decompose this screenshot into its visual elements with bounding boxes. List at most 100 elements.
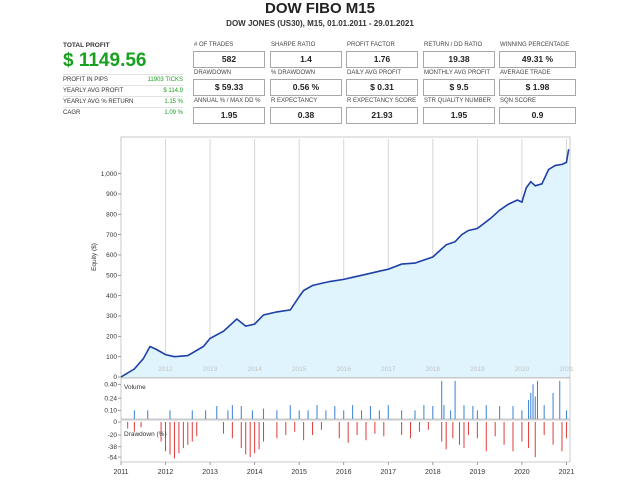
equity-ytick-label: 500 (106, 272, 117, 279)
metric-value: 0.9 (499, 107, 576, 124)
metric-r-expectancy-score: R EXPECTANCY SCORE 21.93 (346, 98, 418, 125)
equity-year-label: 2013 (203, 366, 218, 373)
equity-year-label: 2018 (426, 366, 441, 373)
equity-year-label: 2017 (381, 366, 396, 373)
equity-ytick-label: 300 (106, 313, 117, 320)
metric-value: 1.76 (346, 51, 418, 68)
metric-value: $ 59.33 (193, 79, 265, 96)
metric-label: SQN SCORE (500, 98, 537, 104)
metric-winning-percentage: WINNING PERCENTAGE 49.31 % (499, 42, 576, 69)
equity-ytick-label: 100 (106, 354, 117, 361)
xaxis-year-label: 2020 (514, 469, 530, 476)
metric-annual-max-dd: ANNUAL % / MAX DD % 1.95 (193, 98, 265, 125)
xaxis-year-label: 2011 (113, 469, 128, 476)
metric-value: 1.95 (193, 107, 265, 124)
metric-label: WINNING PERCENTAGE (500, 42, 570, 48)
xaxis-year-label: 2012 (158, 469, 174, 476)
summary-row: YEARLY AVG % RETURN 1.15 % (63, 96, 183, 108)
summary-row-value: 1.15 % (164, 99, 183, 105)
equity-year-label: 2014 (247, 366, 262, 373)
metric-label: R EXPECTANCY (271, 98, 318, 104)
equity-line (120, 149, 570, 378)
metric-label: DAILY AVG PROFIT (347, 70, 402, 76)
metric-label: MONTHLY AVG PROFIT (424, 70, 491, 76)
metric-percent-drawdown: % DRAWDOWN 0.56 % (270, 70, 342, 97)
summary-row: CAGR 1.09 % (63, 107, 183, 119)
summary-row-value: 11903 TICKS (147, 77, 183, 83)
volume-ytick-label: 0.40 (104, 382, 117, 389)
xaxis-year-label: 2013 (202, 469, 218, 476)
summary-row-label: YEARLY AVG PROFIT (63, 88, 124, 94)
metric-value: 582 (193, 51, 265, 68)
metric-label: % DRAWDOWN (271, 70, 316, 76)
metric-label: # OF TRADES (194, 42, 234, 48)
metric-label: RETURN / DD RATIO (424, 42, 483, 48)
volume-panel-label: Volume (124, 384, 146, 391)
volume-plot-frame (120, 377, 571, 420)
metric-average-trade: AVERAGE TRADE $ 1.98 (499, 70, 576, 97)
metric-trades: # OF TRADES 582 (193, 42, 265, 69)
total-profit-value: $ 1149.56 (63, 50, 147, 71)
metric-return-dd-ratio: RETURN / DD RATIO 19.38 (423, 42, 495, 69)
drawdown-panel-label: Drawdown (%) (124, 431, 167, 438)
equity-ytick-label: 700 (106, 232, 117, 239)
xaxis-year-label: 2019 (470, 469, 486, 476)
drawdown-ytick-label: -38 (108, 444, 118, 451)
equity-year-label: 2015 (292, 366, 307, 373)
summary-row-label: YEARLY AVG % RETURN (63, 99, 134, 105)
metric-value: 0.38 (270, 107, 342, 124)
metric-value: 19.38 (423, 51, 495, 68)
total-profit-label: TOTAL PROFIT (63, 42, 110, 49)
equity-ytick-label: 600 (106, 252, 117, 259)
drawdown-ytick-label: -20 (108, 432, 118, 439)
equity-plot-frame (120, 136, 571, 378)
equity-year-label: 2020 (515, 366, 530, 373)
metric-label: PROFIT FACTOR (347, 42, 395, 48)
xaxis-year-label: 2014 (247, 469, 263, 476)
equity-year-label: 2019 (470, 366, 485, 373)
metric-value: $ 9.5 (423, 79, 495, 96)
equity-year-label: 2016 (336, 366, 351, 373)
equity-ytick-label: 800 (106, 211, 117, 218)
drawdown-plot-frame (120, 419, 571, 463)
metric-value: $ 1.98 (499, 79, 576, 96)
xaxis-year-label: 2018 (425, 469, 441, 476)
summary-row-value: $ 114.9 (163, 88, 183, 94)
metric-profit-factor: PROFIT FACTOR 1.76 (346, 42, 418, 69)
summary-row: YEARLY AVG PROFIT $ 114.9 (63, 85, 183, 97)
equity-ytick-label: 900 (106, 191, 117, 198)
drawdown-ytick-label: 0 (113, 419, 117, 426)
metric-drawdown: DRAWDOWN $ 59.33 (193, 70, 265, 97)
metric-sqn-score: SQN SCORE 0.9 (499, 98, 576, 125)
metric-value: 21.93 (346, 107, 418, 124)
xaxis-year-label: 2016 (336, 469, 352, 476)
equity-ytick-label: 0 (113, 374, 117, 381)
xaxis-year-label: 2021 (559, 469, 575, 476)
equity-year-label: 2021 (559, 366, 574, 373)
xaxis-year-label: 2017 (380, 469, 396, 476)
metric-value: 1.95 (423, 107, 495, 124)
metric-value: 1.4 (270, 51, 342, 68)
equity-ytick-label: 200 (106, 334, 117, 341)
metric-value: 49.31 % (499, 51, 576, 68)
metric-r-expectancy: R EXPECTANCY 0.38 (270, 98, 342, 125)
report-title: DOW FIBO M15 (264, 0, 375, 17)
equity-area (121, 149, 569, 377)
metric-label: R EXPECTANCY SCORE (347, 98, 417, 104)
metric-label: ANNUAL % / MAX DD % (194, 98, 261, 104)
equity-ytick-label: 400 (106, 293, 117, 300)
summary-panel: TOTAL PROFIT $ 1149.56 PROFIT IN PIPS 11… (60, 40, 183, 120)
metric-monthly-avg-profit: MONTHLY AVG PROFIT $ 9.5 (423, 70, 495, 97)
summary-row-value: 1.09 % (164, 110, 183, 116)
metric-label: SHARPE RATIO (271, 42, 316, 48)
metric-value: $ 0.31 (346, 79, 418, 96)
summary-row: PROFIT IN PIPS 11903 TICKS (63, 74, 183, 86)
metric-value: 0.56 % (270, 79, 342, 96)
drawdown-ytick-label: -54 (108, 454, 118, 461)
summary-row-label: CAGR (63, 110, 81, 116)
metric-sharpe-ratio: SHARPE RATIO 1.4 (270, 42, 342, 69)
report-subtitle: DOW JONES (US30), M15, 01.01.2011 - 29.0… (226, 19, 414, 28)
equity-ytick-label: 1,000 (101, 171, 118, 178)
summary-row-label: PROFIT IN PIPS (63, 77, 108, 83)
equity-year-label: 2012 (158, 366, 173, 373)
